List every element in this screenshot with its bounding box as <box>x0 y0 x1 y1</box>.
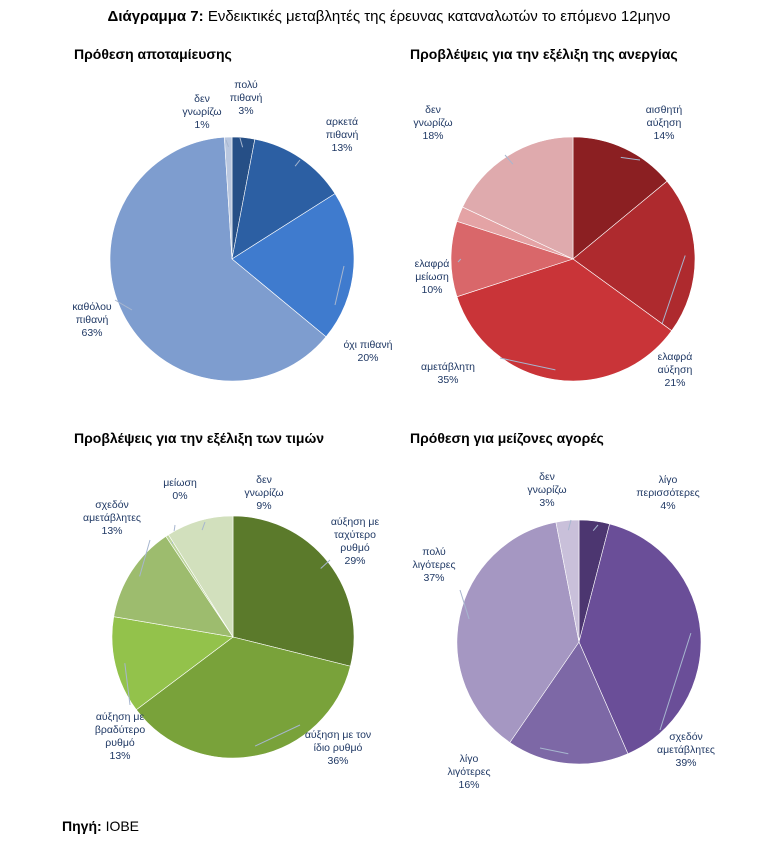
slice-label: δεν γνωρίζω 18% <box>413 104 452 142</box>
figure-title-text: Ενδεικτικές μεταβλητές της έρευνας καταν… <box>207 8 671 25</box>
leader-line <box>320 559 331 569</box>
leader-line <box>504 154 514 165</box>
leader-line <box>620 156 641 161</box>
leader-line <box>139 539 151 577</box>
leader-line <box>225 139 229 147</box>
pie-slice <box>231 138 336 260</box>
slice-label: όχι πιθανή 20% <box>344 339 393 364</box>
slice-label: δεν γνωρίζω 3% <box>527 471 566 509</box>
pie-1: αισθητή αύξηση 14% ελαφρά αύξηση 21% αμετάβλητ… <box>413 104 696 389</box>
pie-slice <box>232 515 355 667</box>
pie-slice <box>167 515 234 639</box>
slice-label: καθόλου πιθανή 63% <box>72 301 112 339</box>
leader-line <box>124 663 131 706</box>
chart-title-major-purchases: Πρόθεση για μείζονες αγορές <box>410 430 604 446</box>
pie-slice <box>450 220 574 298</box>
slice-label: δεν γνωρίζω 1% <box>182 93 221 131</box>
slice-label: λίγο περισσότερες 4% <box>636 474 699 512</box>
leader-line <box>239 137 244 148</box>
source-text: ΙΟΒΕ <box>105 818 140 834</box>
slice-label: σχεδόν αμετάβλητες 13% <box>83 499 141 537</box>
figure-title: Διάγραμμα 7: Ενδεικτικές μεταβλητές της … <box>0 8 778 25</box>
pie-slice <box>135 636 351 759</box>
pie-slice <box>462 136 574 260</box>
chart-title-unemployment: Προβλέψεις για την εξέλιξη της ανεργίας <box>410 46 678 62</box>
leader-line <box>254 724 301 747</box>
pie-0: πολύ πιθανή 3% αρκετά πιθανή 13% όχι πιθανή 20%… <box>72 79 393 382</box>
pie-slice <box>109 136 327 382</box>
chart-title-prices: Προβλέψεις για την εξέλιξη των τιμών <box>74 430 325 446</box>
slice-label: αύξηση με τον ίδιο ρυθμό 36% <box>305 729 371 767</box>
slice-label: αύξηση με ταχύτερο ρυθμό 29% <box>331 516 380 567</box>
leader-line <box>539 747 569 755</box>
slice-label: λίγο λιγότερες 16% <box>447 753 490 791</box>
leader-line <box>334 265 345 306</box>
leader-line <box>592 524 599 532</box>
leader-line <box>201 521 206 531</box>
slice-label: πολύ λιγότερες 37% <box>412 546 455 584</box>
pie-slice <box>111 616 234 711</box>
pie-slice <box>572 136 668 260</box>
slice-label: αύξηση με βραδύτερο ρυθμό 13% <box>95 711 145 762</box>
slice-label: ελαφρά μείωση 10% <box>415 258 450 296</box>
source-prefix: Πηγή: <box>62 818 102 834</box>
chart-title-savings: Πρόθεση αποταμίευσης <box>74 46 232 62</box>
leader-line <box>457 258 462 263</box>
leader-line <box>659 632 692 731</box>
slice-label: αρκετά πιθανή 13% <box>326 116 359 154</box>
pie-slice <box>555 519 580 643</box>
slice-label: αισθητή αύξηση 14% <box>646 104 683 142</box>
pie-slice <box>231 193 355 338</box>
leader-line <box>499 357 556 371</box>
pie-slice <box>224 136 233 260</box>
leader-line <box>459 589 470 620</box>
leader-line <box>294 159 301 167</box>
pie-3: λίγο περισσότερες 4% σχεδόν αμετάβλητες 39% λί… <box>412 471 714 791</box>
pie-slice <box>572 180 696 332</box>
pie-slice <box>509 641 629 765</box>
leader-line <box>659 255 686 331</box>
slice-label: ελαφρά αύξηση 21% <box>658 351 693 389</box>
pie-slice <box>456 521 580 743</box>
leader-line <box>114 299 133 311</box>
pie-2: αύξηση με ταχύτερο ρυθμό 29% αύξηση με τον ίδ… <box>83 474 379 767</box>
pie-slice <box>456 258 673 382</box>
source-note: Πηγή: ΙΟΒΕ <box>62 818 139 834</box>
slice-label: μείωση 0% <box>163 477 197 502</box>
figure-title-prefix: Διάγραμμα 7: <box>107 8 204 25</box>
slice-label: πολύ πιθανή 3% <box>230 79 263 117</box>
slice-label: δεν γνωρίζω 9% <box>244 474 283 512</box>
leader-line <box>567 519 572 531</box>
slice-label: σχεδόν αμετάβλητες 39% <box>657 731 715 769</box>
slice-label: αμετάβλητη 35% <box>421 361 475 386</box>
